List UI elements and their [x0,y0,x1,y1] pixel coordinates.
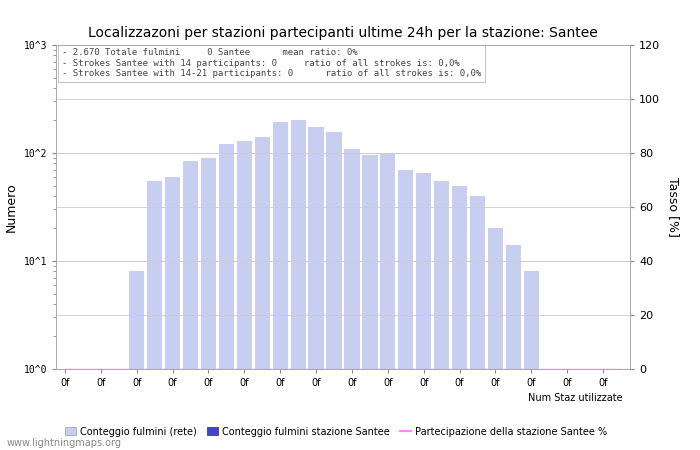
Bar [578,369,593,450]
Bar [183,161,198,450]
Bar [613,369,629,450]
Title: Localizzazoni per stazioni partecipanti ultime 24h per la stazione: Santee: Localizzazoni per stazioni partecipanti … [88,26,598,40]
Bar [452,185,467,450]
Bar [398,170,414,450]
Y-axis label: Numero: Numero [5,182,18,232]
Text: www.lightningmaps.org: www.lightningmaps.org [7,438,122,448]
Bar [111,369,127,450]
Bar [488,229,503,450]
Bar [434,181,449,450]
Bar [596,369,610,450]
Bar [237,141,252,450]
Text: Num Staz utilizzate: Num Staz utilizzate [528,393,623,403]
Bar [165,177,180,450]
Bar [470,196,485,450]
Bar [559,369,575,450]
Bar [290,121,306,450]
Bar [147,181,162,450]
Bar [506,245,521,450]
Bar [255,137,270,450]
Bar [363,155,377,450]
Bar [76,369,90,450]
Y-axis label: Tasso [%]: Tasso [%] [666,177,680,237]
Legend: Conteggio fulmini (rete), Conteggio fulmini stazione Santee, Partecipazione dell: Conteggio fulmini (rete), Conteggio fulm… [61,423,611,441]
Bar [272,122,288,450]
Bar [57,369,73,450]
Bar [380,154,395,450]
Bar [542,369,557,450]
Bar [201,158,216,450]
Bar [416,173,431,450]
Bar [219,144,234,450]
Bar [129,271,144,450]
Text: - 2.670 Totale fulmini     0 Santee      mean ratio: 0%
- Strokes Santee with 14: - 2.670 Totale fulmini 0 Santee mean rat… [62,48,481,78]
Bar [93,369,108,450]
Bar [344,148,360,450]
Bar [326,132,342,450]
Bar [309,127,323,450]
Bar [524,271,539,450]
